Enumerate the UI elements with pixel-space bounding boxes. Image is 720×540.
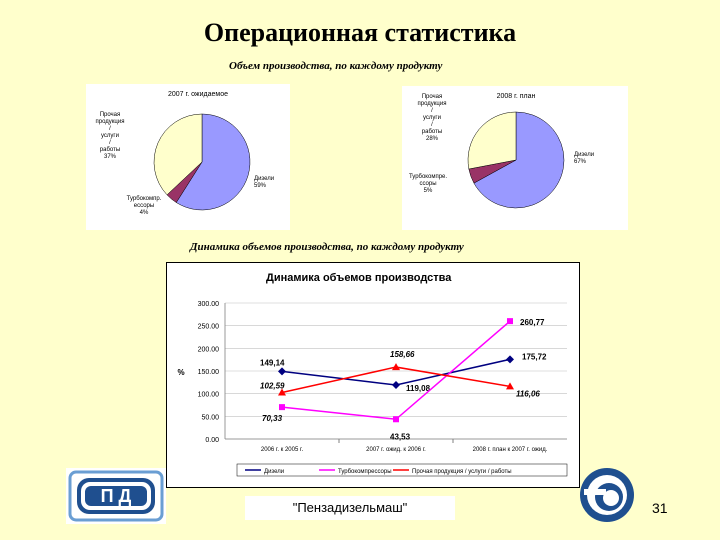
pie-chart-2007: 2007 г. ожидаемое Прочая продукция / услуги /…: [96, 91, 275, 216]
y-tick-label: 250.00: [198, 324, 220, 331]
company-name: "Пензадизельмаш": [245, 496, 455, 520]
company-logo-right: [578, 465, 636, 525]
legend-label: Дизели: [264, 469, 284, 475]
pie-label: Турбокомпр. ессоры 4%: [127, 196, 162, 216]
data-label: 158,66: [390, 350, 415, 359]
pie-label: Турбокомпре. ссоры 5%: [409, 174, 447, 194]
line-chart: Динамика объемов производства 0.00 50.00 10…: [177, 272, 568, 477]
pie-slice: [473, 111, 565, 209]
legend-label: Турбокомпрессоры: [338, 469, 392, 475]
data-label: 70,33: [262, 414, 283, 423]
pie-chart-panel-2007: 2007 г. ожидаемое Прочая продукция / услуги /…: [86, 84, 290, 230]
data-point: [392, 381, 400, 390]
data-point: [392, 363, 400, 371]
y-tick-label: 0.00: [205, 437, 219, 444]
pie-chart-panel-2008: 2008 г. план Прочая продукция / услуги / работ…: [402, 86, 628, 230]
y-tick-label: 50.00: [201, 414, 219, 421]
data-label: 43,53: [390, 432, 411, 441]
data-label: 149,14: [260, 358, 285, 367]
x-tick-label: 2007 г. ожид. к 2006 г.: [366, 447, 426, 453]
data-point: [393, 416, 399, 423]
y-tick-label: 300.00: [198, 301, 220, 308]
data-point: [278, 367, 286, 376]
data-point: [279, 404, 285, 411]
data-label: 119,08: [406, 384, 431, 393]
pie-chart-2008: 2008 г. план Прочая продукция / услуги / работ…: [409, 93, 594, 209]
pie-slice: [467, 111, 517, 170]
data-label: 116,06: [516, 389, 540, 398]
pie-label: Прочая продукция / услуги / работы 28%: [418, 94, 447, 142]
slide-title: Операционная статистика: [203, 18, 517, 47]
y-tick-label: 200.00: [198, 346, 220, 353]
pie-slice: [175, 113, 251, 211]
line-chart-subtitle: Динамика объемов производства, по каждом…: [190, 241, 464, 253]
data-label: 175,72: [522, 352, 547, 361]
legend-label: Прочая продукция / услуги / работы: [412, 469, 512, 475]
svg-text:П Д: П Д: [101, 486, 132, 506]
pie-label: Дизели 59%: [254, 176, 274, 189]
x-tick-label: 2008 г. план к 2007 г. ожид.: [473, 447, 548, 453]
pie-charts-subtitle: Объем производства, по каждому продукту: [229, 60, 443, 72]
pie-label: Прочая продукция / услуги / работы 37%: [96, 112, 125, 160]
pie-title: 2007 г. ожидаемое: [168, 91, 228, 98]
pie-title: 2008 г. план: [497, 93, 536, 100]
series-line: [281, 320, 511, 421]
data-label: 260,77: [520, 318, 545, 327]
page-number: 31: [652, 500, 668, 516]
y-tick-label: 150.00: [198, 369, 220, 376]
pd-logo-icon: П Д: [68, 470, 164, 522]
pie-slice: [153, 113, 203, 196]
data-point: [506, 355, 514, 364]
spiral-logo-icon: [580, 468, 634, 522]
data-point: [506, 382, 514, 390]
line-chart-panel: Динамика объемов производства 0.00 50.00 10…: [166, 262, 580, 488]
company-logo-left: П Д: [66, 468, 166, 524]
data-point: [507, 318, 513, 325]
data-point: [278, 388, 286, 396]
y-axis-label: %: [177, 368, 184, 377]
line-chart-title: Динамика объемов производства: [266, 272, 452, 284]
x-tick-label: 2006 г. к 2005 г.: [261, 447, 304, 453]
y-tick-label: 100.00: [198, 392, 220, 399]
pie-label: Дизели 67%: [574, 152, 594, 165]
data-label: 102,59: [260, 381, 285, 390]
